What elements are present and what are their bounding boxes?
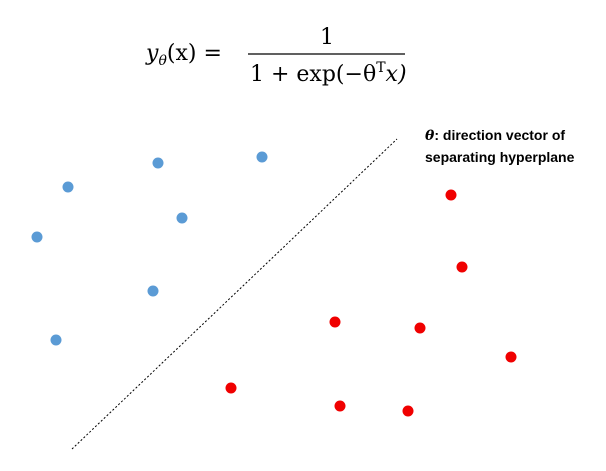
annotation-text: : direction vector of <box>434 127 565 143</box>
hyperplane <box>71 138 398 450</box>
red-points <box>225 189 517 417</box>
formula-denominator: 1 + exp(−θTx) <box>250 60 407 87</box>
blue-points <box>31 151 268 346</box>
blue-point <box>152 157 164 169</box>
formula-denom-sup: T <box>376 60 386 76</box>
formula-lhs: yθ(x) = <box>145 41 222 69</box>
red-point <box>414 322 426 334</box>
blue-point <box>62 181 74 193</box>
formula-denom-pre: 1 + exp(−θ <box>250 62 376 87</box>
formula-lhs-sub: θ <box>158 53 167 69</box>
red-point <box>505 351 517 363</box>
red-point <box>225 382 237 394</box>
red-point <box>456 261 468 273</box>
red-point <box>329 316 341 328</box>
formula: yθ(x) = 1 1 + exp(−θTx) <box>145 25 407 87</box>
annotation-line-1: θ: direction vector of <box>425 127 565 144</box>
formula-denom-post: x) <box>386 62 407 87</box>
blue-point <box>176 212 188 224</box>
blue-point <box>147 285 159 297</box>
blue-point <box>256 151 268 163</box>
red-point <box>402 405 414 417</box>
annotation-line-2: separating hyperplane <box>425 149 575 165</box>
formula-numerator: 1 <box>320 25 334 50</box>
blue-point <box>31 231 43 243</box>
formula-lhs-main: y <box>145 41 159 66</box>
red-point <box>334 400 346 412</box>
formula-lhs-rest: (x) = <box>167 41 222 66</box>
red-point <box>445 189 457 201</box>
blue-point <box>50 334 62 346</box>
annotation-symbol: θ <box>425 128 435 144</box>
